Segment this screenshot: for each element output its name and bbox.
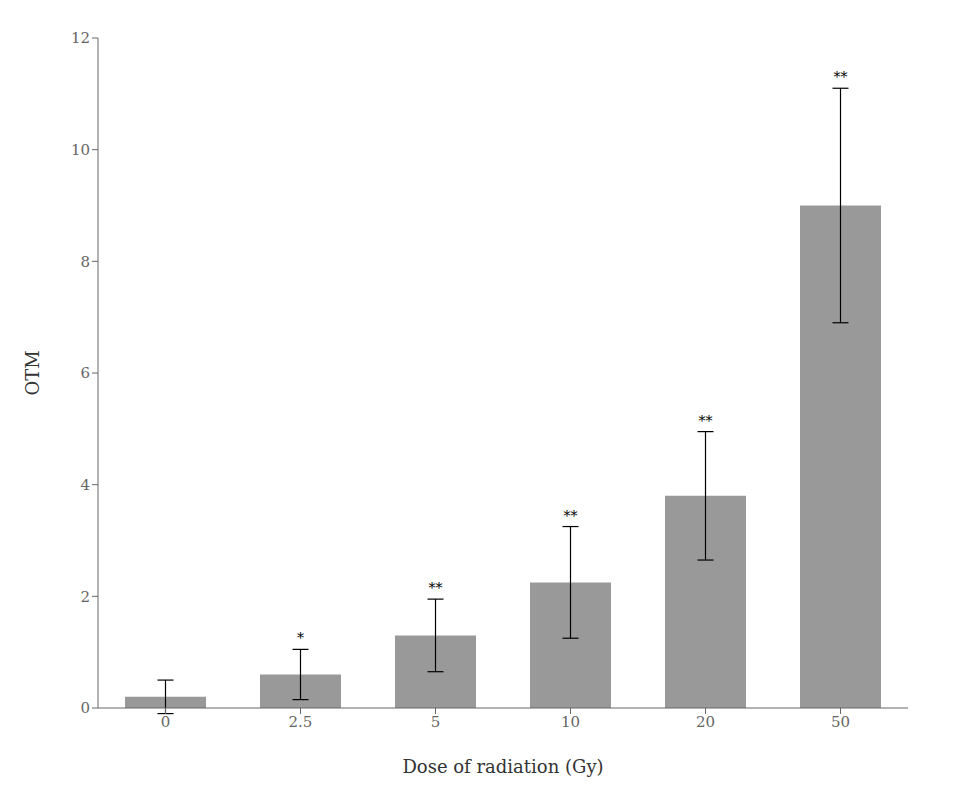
- svg-text:6: 6: [80, 364, 90, 382]
- svg-text:12: 12: [71, 29, 90, 47]
- svg-text:2.5: 2.5: [289, 713, 313, 731]
- svg-text:Dose of radiation (Gy): Dose of radiation (Gy): [402, 756, 603, 777]
- svg-text:10: 10: [71, 141, 90, 159]
- svg-text:10: 10: [561, 713, 580, 731]
- svg-text:**: **: [699, 413, 713, 429]
- svg-text:4: 4: [80, 476, 90, 494]
- svg-text:0: 0: [80, 699, 90, 717]
- svg-text:**: **: [564, 508, 578, 524]
- svg-text:8: 8: [80, 253, 90, 271]
- svg-text:20: 20: [696, 713, 715, 731]
- svg-text:2: 2: [80, 588, 90, 606]
- svg-text:**: **: [429, 580, 443, 596]
- svg-text:0: 0: [161, 713, 171, 731]
- svg-text:**: **: [834, 69, 848, 85]
- svg-text:OTM: OTM: [22, 350, 43, 395]
- svg-text:5: 5: [431, 713, 441, 731]
- svg-text:50: 50: [831, 713, 850, 731]
- svg-text:*: *: [297, 630, 304, 646]
